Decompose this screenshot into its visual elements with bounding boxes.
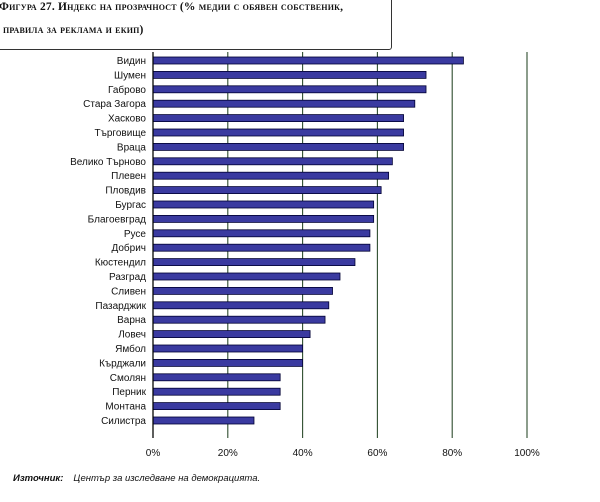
category-label: Пазарджик (95, 301, 146, 312)
category-label: Благоевград (88, 214, 146, 225)
category-label: Русе (124, 229, 147, 240)
source-text: Център за изследване на демокрацията. (73, 473, 261, 484)
bar (152, 258, 356, 267)
bar (152, 71, 427, 79)
category-label: Варна (117, 315, 146, 326)
category-label: Монтана (105, 402, 146, 413)
category-label: Добрич (111, 242, 146, 254)
bar (152, 286, 333, 295)
category-label: Кюстендил (95, 258, 146, 269)
category-label: Плевен (111, 171, 146, 182)
bar (152, 301, 330, 310)
bar (152, 128, 404, 137)
bar (152, 243, 371, 252)
category-label: Враца (117, 142, 147, 153)
figure-title-line-2: правила за реклама и екип) (3, 24, 144, 36)
bar (152, 114, 404, 122)
category-label: Перник (112, 387, 146, 398)
bar (152, 315, 326, 324)
bar (152, 330, 311, 339)
figure-title-box: Фигура 27. Индекс на прозрачност (% меди… (0, 0, 392, 50)
bar (152, 171, 390, 180)
category-label: Хасково (108, 114, 146, 125)
bar (152, 214, 375, 223)
category-label: Силистра (101, 416, 146, 427)
x-tick-label: 100% (514, 448, 540, 459)
category-label: Габрово (108, 84, 146, 96)
category-label: Ловеч (118, 330, 146, 341)
bar (152, 344, 304, 353)
category-label: Велико Търново (70, 157, 146, 168)
bar (152, 229, 371, 238)
source-label: Източник: (13, 473, 64, 484)
category-label: Търговище (95, 128, 147, 139)
bar (152, 56, 464, 65)
category-label: Пловдив (105, 186, 146, 197)
category-label: Стара Загора (83, 99, 146, 110)
category-label: Сливен (111, 286, 146, 297)
bar (152, 157, 393, 166)
bar (152, 387, 281, 396)
category-label: Бургас (115, 200, 146, 211)
bar (152, 99, 416, 108)
bar (152, 200, 375, 209)
bar (152, 416, 255, 425)
category-label: Ямбол (115, 343, 146, 355)
category-label: Кърджали (99, 358, 146, 369)
bar (152, 358, 304, 367)
category-label: Шумен (114, 70, 146, 81)
x-tick-label: 40% (293, 448, 313, 459)
x-tick-label: 60% (367, 448, 387, 459)
bar (152, 85, 427, 94)
x-tick-label: 20% (218, 448, 238, 459)
source-note: Източник: Център за изследване на демокра… (13, 473, 260, 484)
category-label: Видин (117, 56, 146, 67)
x-tick-label: 80% (442, 448, 462, 459)
bar (152, 142, 404, 151)
category-label: Разград (109, 272, 146, 283)
x-tick-label: 0% (146, 448, 161, 459)
figure-title-line-1: Фигура 27. Индекс на прозрачност (% меди… (0, 1, 344, 13)
bar (152, 373, 281, 382)
bar (152, 272, 341, 281)
bar (152, 402, 281, 411)
bar (152, 186, 382, 195)
category-label: Смолян (110, 373, 146, 384)
